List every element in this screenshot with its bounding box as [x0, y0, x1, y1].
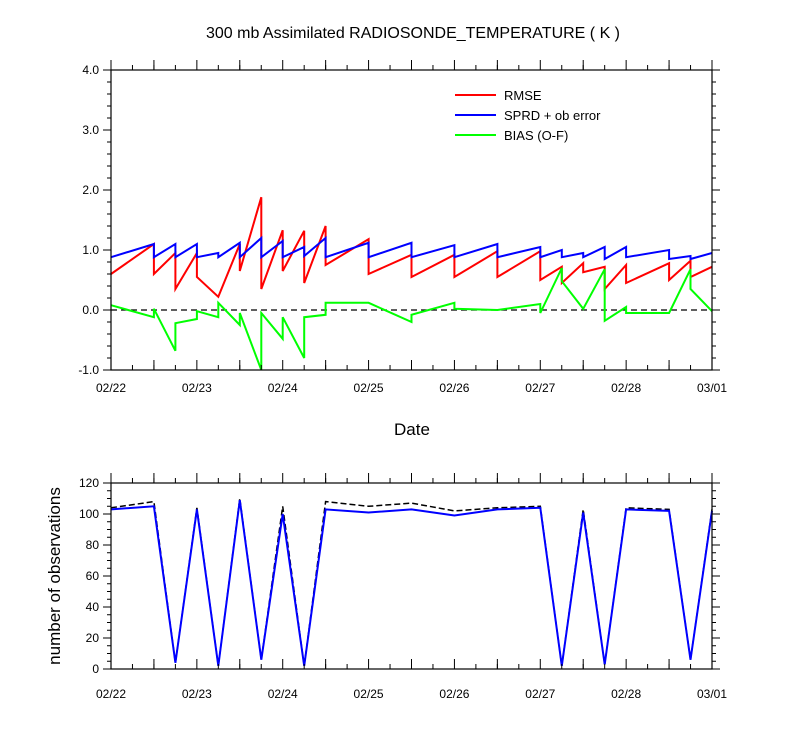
top-x-axis-title: Date — [394, 420, 430, 439]
top-x-tick-label: 02/23 — [182, 381, 212, 395]
legend-label-sprd-ob-error: SPRD + ob error — [504, 108, 601, 123]
top-plot-area — [110, 196, 713, 371]
bottom-x-tick-label: 02/24 — [268, 687, 298, 701]
bottom-x-tick-label: 02/22 — [96, 687, 126, 701]
bottom-x-tick-label: 02/25 — [354, 687, 384, 701]
top-y-tick-label: 2.0 — [82, 183, 99, 197]
top-x-tick-label: 02/24 — [268, 381, 298, 395]
bottom-x-tick-label: 02/27 — [525, 687, 555, 701]
bottom-series-observations-solid-line — [110, 499, 713, 667]
top-series-sprd-ob-error-line — [110, 235, 713, 261]
bottom-x-tick-label: 02/26 — [439, 687, 469, 701]
bottom-y-tick-label: 60 — [86, 569, 100, 583]
bottom-series-observations-dashed-line — [110, 498, 713, 667]
bottom-chart: 0 20 40 60 80 100 120 02/22 02/23 02/24 02/25 02/26… — [45, 473, 727, 701]
legend-label-bias-o-f: BIAS (O-F) — [504, 128, 568, 143]
top-axis-ticks: -1.0 0.0 1.0 2.0 3.0 4.0 02/22 02/23 02/24 02/25 0… — [78, 60, 727, 395]
bottom-y-tick-label: 120 — [79, 476, 99, 490]
top-y-tick-label: 4.0 — [82, 63, 99, 77]
bottom-y-axis-title: number of observations — [45, 487, 64, 665]
legend-label-rmse: RMSE — [504, 88, 542, 103]
top-x-tick-label: 02/25 — [354, 381, 384, 395]
bottom-plot-area — [110, 498, 713, 667]
top-legend: RMSE SPRD + ob error BIAS (O-F) — [455, 88, 601, 143]
top-x-tick-label: 03/01 — [697, 381, 727, 395]
bottom-x-tick-label: 03/01 — [697, 687, 727, 701]
bottom-x-tick-label: 02/23 — [182, 687, 212, 701]
bottom-y-tick-label: 80 — [86, 538, 100, 552]
bottom-plot-frame — [110, 482, 713, 670]
top-chart-title: 300 mb Assimilated RADIOSONDE_TEMPERATUR… — [206, 25, 620, 42]
bottom-y-tick-label: 40 — [86, 600, 100, 614]
top-y-tick-label: 0.0 — [82, 303, 99, 317]
top-x-tick-label: 02/22 — [96, 381, 126, 395]
bottom-x-tick-label: 02/28 — [611, 687, 641, 701]
top-x-tick-label: 02/28 — [611, 381, 641, 395]
top-series-bias-o-f-line — [110, 267, 713, 371]
top-y-tick-label: -1.0 — [78, 363, 99, 377]
bottom-axis-ticks: 0 20 40 60 80 100 120 02/22 02/23 02/24 02/25 02/26… — [79, 473, 727, 701]
top-plot-frame — [110, 69, 713, 371]
bottom-y-tick-label: 0 — [92, 662, 99, 676]
top-y-tick-label: 1.0 — [82, 243, 99, 257]
bottom-y-tick-label: 20 — [86, 631, 100, 645]
top-x-tick-label: 02/27 — [525, 381, 555, 395]
top-y-tick-label: 3.0 — [82, 123, 99, 137]
top-chart: -1.0 0.0 1.0 2.0 3.0 4.0 02/22 02/23 02/24 02/25 0… — [78, 60, 727, 439]
top-x-tick-label: 02/26 — [439, 381, 469, 395]
bottom-y-tick-label: 100 — [79, 507, 99, 521]
